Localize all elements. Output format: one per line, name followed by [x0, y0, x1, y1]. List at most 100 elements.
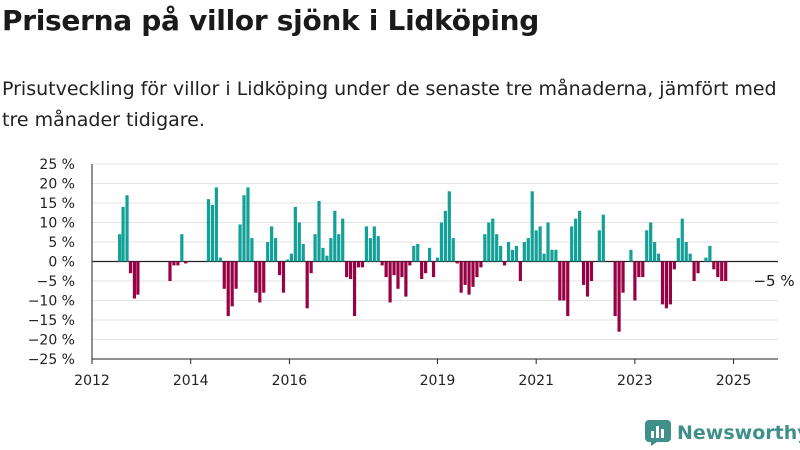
chart-subtitle: Prisutveckling för villor i Lidköping un… [2, 78, 777, 131]
bar [692, 261, 696, 281]
bar [250, 238, 254, 262]
bar [226, 261, 230, 317]
bar [420, 261, 424, 280]
bar [676, 238, 680, 262]
bar [360, 261, 365, 268]
bar [447, 191, 451, 262]
bar [317, 201, 321, 262]
bar [168, 261, 172, 281]
bar [337, 234, 341, 262]
bar [597, 230, 601, 262]
bar [345, 261, 349, 278]
bar [653, 242, 657, 262]
bar [696, 261, 700, 274]
bar [538, 226, 542, 262]
bar [443, 210, 447, 262]
bar [589, 261, 594, 281]
x-tick-label: 2025 [716, 373, 752, 389]
bar [479, 261, 483, 268]
y-tick-label: 25 % [39, 157, 75, 173]
bar [455, 261, 459, 264]
bar [431, 261, 436, 278]
bar [720, 261, 724, 281]
bar [684, 242, 688, 262]
bar [254, 261, 258, 293]
bar [293, 206, 297, 262]
brand-name: Newsworthy [677, 422, 800, 444]
bar-layer [118, 187, 728, 332]
bar [514, 245, 519, 262]
last-value-annotation: −5 % [753, 272, 794, 290]
bar [341, 218, 345, 262]
bar [471, 261, 475, 287]
bar [210, 204, 215, 262]
bar [633, 261, 637, 301]
bar [325, 255, 329, 262]
bar [258, 261, 262, 303]
bar [372, 226, 376, 262]
bar [380, 261, 384, 266]
bar [475, 261, 479, 278]
bar [534, 230, 538, 262]
bar [176, 261, 180, 266]
bar [121, 206, 125, 262]
bar [180, 234, 184, 262]
bar [172, 261, 176, 266]
bar [408, 261, 412, 266]
bar [424, 261, 428, 274]
bar [384, 261, 388, 278]
x-tick-label: 2021 [518, 373, 554, 389]
bar [656, 253, 661, 262]
x-tick-label: 2012 [74, 373, 110, 389]
bar [132, 261, 137, 299]
bar [376, 236, 380, 262]
bar [281, 261, 286, 293]
bar [483, 234, 487, 262]
bar [467, 261, 471, 295]
bar [574, 218, 578, 262]
bar [649, 222, 653, 262]
y-tick-label: 15 % [39, 196, 75, 212]
bar [349, 261, 353, 280]
bar [412, 245, 416, 262]
y-tick-label: −5 % [37, 274, 75, 290]
bar [558, 261, 562, 301]
bar [724, 261, 728, 281]
bar [688, 253, 692, 262]
bar [238, 224, 242, 262]
y-tick-label: 20 % [39, 177, 75, 193]
bar-chart: 25 % 20 % 15 % 10 % 5 % 0 % −5 % −10 % −15 % −20 … [28, 157, 795, 389]
bar [206, 199, 211, 262]
bar [660, 261, 665, 305]
bar [530, 191, 534, 262]
bar [285, 259, 290, 262]
bar [641, 261, 645, 278]
bar [672, 261, 676, 270]
y-tick-label: −15 % [28, 313, 75, 329]
bar [463, 261, 467, 285]
bar [613, 261, 617, 317]
y-tick-label: −25 % [28, 352, 75, 368]
bar [668, 261, 673, 305]
bar [435, 257, 440, 262]
bar [518, 261, 522, 281]
chart-title: Priserna på villor sjönk i Lidköping [2, 4, 540, 37]
bar [621, 261, 625, 293]
bar [554, 249, 558, 262]
bar [645, 230, 649, 262]
bar [400, 261, 404, 278]
x-tick-label: 2016 [272, 373, 308, 389]
bar [581, 261, 586, 285]
y-tick-label: −10 % [28, 294, 75, 310]
bar [416, 243, 420, 262]
bar [526, 238, 530, 262]
bar [427, 247, 432, 262]
bar [184, 261, 188, 264]
bar [136, 261, 140, 295]
bar [388, 261, 392, 303]
bar [234, 261, 238, 289]
bar [487, 222, 491, 262]
bar [562, 261, 566, 301]
bar [277, 261, 282, 276]
bar [218, 257, 222, 262]
